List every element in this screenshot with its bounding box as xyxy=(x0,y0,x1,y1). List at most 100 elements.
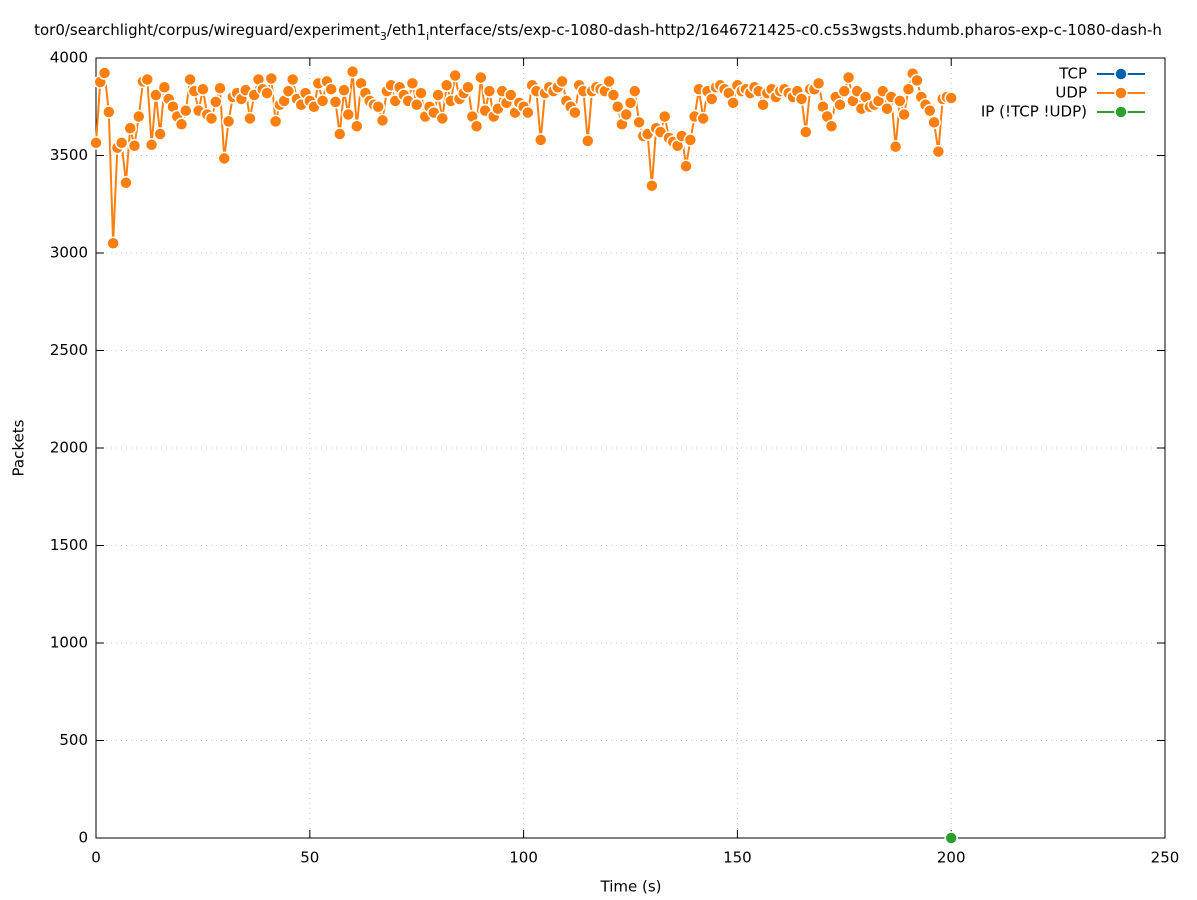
y-axis-label: Packets xyxy=(10,419,28,476)
chart-title: tor0/searchlight/corpus/wireguard/experi… xyxy=(34,21,1162,43)
legend-marker xyxy=(1114,86,1128,100)
data-point xyxy=(841,70,856,85)
data-point xyxy=(324,82,338,96)
data-point xyxy=(123,121,137,135)
data-point xyxy=(268,114,283,129)
data-point xyxy=(756,98,770,112)
data-point xyxy=(409,98,424,112)
legend-label: UDP xyxy=(1055,84,1087,102)
data-point xyxy=(482,84,497,98)
title-part: i xyxy=(426,30,429,43)
data-point xyxy=(944,91,958,105)
data-point xyxy=(153,127,167,141)
x-axis-label: Time (s) xyxy=(600,878,662,896)
data-point xyxy=(628,84,642,98)
data-point xyxy=(431,88,445,102)
data-point xyxy=(196,82,210,96)
data-point xyxy=(213,81,227,95)
x-tick-label: 0 xyxy=(91,849,101,867)
data-point xyxy=(623,96,638,110)
data-point xyxy=(149,88,163,102)
data-point xyxy=(140,72,155,87)
data-point xyxy=(606,88,621,102)
title-part: /eth1 xyxy=(387,21,426,39)
data-point xyxy=(799,125,813,139)
data-point xyxy=(910,73,924,88)
data-point xyxy=(555,74,569,89)
data-point xyxy=(332,127,347,141)
x-tick-label: 150 xyxy=(723,849,752,867)
data-point xyxy=(794,92,809,106)
data-point xyxy=(157,80,172,94)
data-point xyxy=(341,107,356,122)
y-tick-label: 2000 xyxy=(50,439,88,457)
data-point xyxy=(893,94,907,108)
data-point xyxy=(106,236,120,250)
data-point xyxy=(696,111,710,126)
data-point xyxy=(927,115,941,130)
data-point xyxy=(350,119,364,133)
data-point xyxy=(102,105,116,119)
data-point xyxy=(824,119,839,133)
title-part: tor0/searchlight/corpus/wireguard/experi… xyxy=(34,21,380,39)
data-point xyxy=(243,111,257,126)
data-point xyxy=(461,80,475,94)
data-point xyxy=(931,144,946,159)
data-point xyxy=(533,133,548,147)
data-point xyxy=(897,107,911,122)
data-point xyxy=(568,105,582,120)
data-point xyxy=(833,98,847,112)
data-point xyxy=(264,71,279,86)
data-point xyxy=(580,134,595,148)
y-tick-label: 4000 xyxy=(50,49,88,67)
data-point xyxy=(504,88,518,102)
data-point xyxy=(439,78,454,93)
data-point xyxy=(144,138,159,152)
data-point xyxy=(281,84,296,98)
data-point xyxy=(837,84,852,98)
x-tick-label: 200 xyxy=(937,849,966,867)
y-tick-label: 3500 xyxy=(50,146,88,164)
y-tick-label: 1500 xyxy=(50,536,88,554)
data-point xyxy=(217,151,232,166)
data-point xyxy=(208,95,223,109)
data-point xyxy=(132,109,146,124)
x-tick-label: 100 xyxy=(509,849,538,867)
title-part: nterface/sts/exp-c-1080-dash-http2/16467… xyxy=(429,21,1162,39)
data-point xyxy=(285,72,300,87)
data-point xyxy=(371,100,385,114)
data-point xyxy=(521,105,535,120)
data-point xyxy=(328,95,343,109)
y-tick-label: 500 xyxy=(59,731,88,749)
title-part: 3 xyxy=(380,30,387,43)
data-point xyxy=(127,139,142,153)
y-tick-label: 1000 xyxy=(50,634,88,652)
data-point xyxy=(901,82,916,96)
legend-label: TCP xyxy=(1058,65,1087,83)
legend-label: IP (!TCP !UDP) xyxy=(981,103,1087,121)
data-point xyxy=(602,74,616,89)
data-point xyxy=(183,72,197,87)
legend-marker xyxy=(1114,105,1128,119)
data-point xyxy=(260,86,274,100)
x-tick-label: 50 xyxy=(300,849,319,867)
data-point xyxy=(119,176,133,190)
plot-border xyxy=(95,57,1166,839)
data-point xyxy=(221,114,236,129)
data-point xyxy=(888,139,903,154)
data-point xyxy=(337,83,351,97)
data-point xyxy=(114,136,129,150)
data-point xyxy=(435,111,450,126)
x-tick-label: 250 xyxy=(1151,849,1180,867)
data-point xyxy=(619,107,633,122)
data-point xyxy=(632,115,646,130)
data-point xyxy=(704,92,719,106)
data-point xyxy=(204,111,219,126)
data-point xyxy=(179,103,193,118)
data-point xyxy=(469,119,484,133)
data-point xyxy=(405,76,420,91)
data-point xyxy=(657,109,672,124)
data-point xyxy=(944,831,958,845)
data-point xyxy=(97,66,112,80)
